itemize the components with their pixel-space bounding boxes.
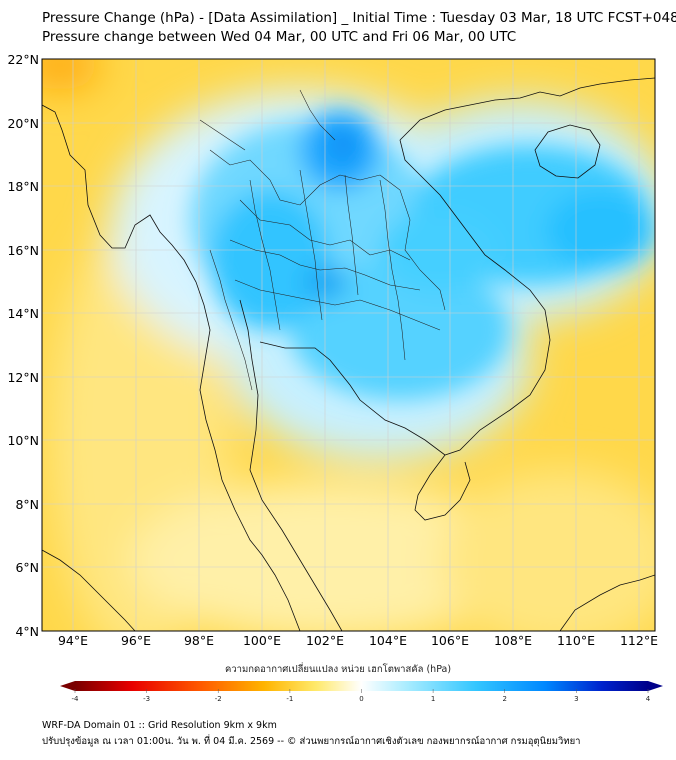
colorbar-tick-label: -4 — [71, 695, 79, 703]
lon-label-100e: 100°E — [242, 633, 281, 648]
lon-label-96e: 96°E — [120, 633, 152, 648]
footer-update-info: ปรับปรุงข้อมูล ณ เวลา 01:00น. วัน พ. ที่… — [42, 736, 581, 747]
lat-label-4n: 4°N — [15, 624, 39, 639]
colorbar-title: ความกดอากาศเปลี่ยนแปลง หน่วย เฮกโตพาสคัล… — [224, 664, 452, 675]
lon-label-106e: 106°E — [430, 633, 469, 648]
colorbar-min-arrow — [60, 681, 75, 691]
lat-label-20n: 20°N — [7, 116, 39, 131]
hainan-island — [534, 124, 601, 179]
colorbar-max-arrow — [648, 681, 663, 691]
lat-label-22n: 22°N — [7, 52, 39, 67]
lat-label-14n: 14°N — [7, 306, 39, 321]
map-subtitle: Pressure change between Wed 04 Mar, 00 U… — [42, 29, 517, 45]
lon-label-110e: 110°E — [556, 633, 595, 648]
colorbar-tick-label: -1 — [286, 695, 294, 703]
footer-model-info: WRF-DA Domain 01 :: Grid Resolution 9km … — [42, 720, 277, 731]
colorbar-tick-label: 2 — [502, 695, 507, 703]
gulf-of-thailand-coast — [239, 299, 343, 631]
lon-label-104e: 104°E — [368, 633, 407, 648]
lat-label-18n: 18°N — [7, 179, 39, 194]
lat-label-6n: 6°N — [15, 560, 39, 575]
lon-label-98e: 98°E — [183, 633, 215, 648]
vietnam-north-coast — [399, 77, 655, 141]
thai-east-coast — [259, 139, 551, 456]
sumatra-coast — [42, 549, 136, 631]
pressure-change-field — [42, 59, 655, 631]
colorbar-tick-label: -3 — [143, 695, 151, 703]
lon-label-102e: 102°E — [305, 633, 344, 648]
colorbar-tick-label: -2 — [214, 695, 222, 703]
map-title: Pressure Change (hPa) - [Data Assimilati… — [42, 10, 676, 26]
lat-label-8n: 8°N — [15, 497, 39, 512]
lon-label-108e: 108°E — [493, 633, 532, 648]
borneo-coast — [559, 574, 655, 631]
colorbar-tick-label: 3 — [574, 695, 579, 703]
lon-label-112e: 112°E — [619, 633, 658, 648]
mekong-delta-coast — [414, 454, 471, 521]
lon-label-94e: 94°E — [57, 633, 89, 648]
lat-label-16n: 16°N — [7, 243, 39, 258]
mainland-coastline — [42, 104, 301, 631]
colorbar-tick-marks — [74, 689, 649, 693]
colorbar-gradient — [75, 681, 648, 691]
colorbar — [60, 681, 663, 693]
colorbar-tick-label: 0 — [359, 695, 364, 703]
coastlines-borders — [42, 77, 655, 631]
colorbar-tick-label: 4 — [645, 695, 651, 703]
colorbar-tick-label: 1 — [430, 695, 436, 703]
provincial-borders — [199, 89, 446, 391]
lat-label-12n: 12°N — [7, 370, 39, 385]
lat-label-10n: 10°N — [7, 433, 39, 448]
map-gridlines — [42, 59, 655, 631]
map-frame — [41, 58, 656, 632]
